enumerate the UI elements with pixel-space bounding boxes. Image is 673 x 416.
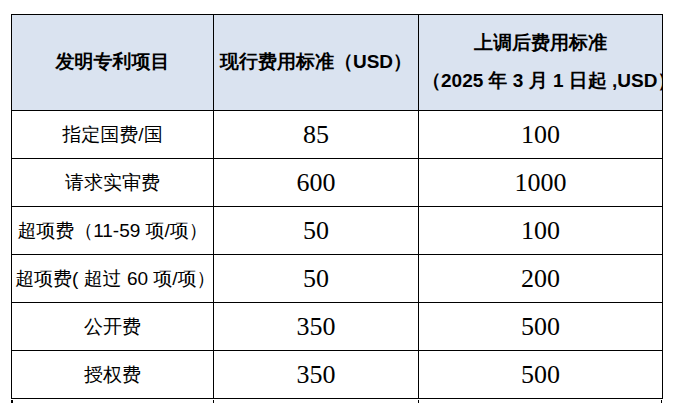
current-fee-cell: 50	[214, 207, 419, 255]
table-row: 超项费( 超过 60 项/项） 50 200	[12, 255, 663, 303]
current-fee-cell: 600	[214, 159, 419, 207]
current-fee-cell: 350	[214, 303, 419, 351]
header-cell-raised-fee: 上调后费用标准 （2025 年 3 月 1 日起 ,USD）	[419, 15, 663, 111]
header-cell-current-fee: 现行费用标准（USD）	[214, 15, 419, 111]
raised-fee-cell: 100	[419, 207, 663, 255]
table-row: 指定国费/国 85 100	[12, 111, 663, 159]
header-label-item: 发明专利项目	[56, 51, 170, 72]
table-row: 请求实审费 600 1000	[12, 159, 663, 207]
table-row: 授权费 350 500	[12, 351, 663, 399]
header-label-current-fee: 现行费用标准（USD）	[220, 51, 412, 72]
item-cell: 授权费	[12, 351, 214, 399]
table-header-row: 发明专利项目 现行费用标准（USD） 上调后费用标准 （2025 年 3 月 1…	[12, 15, 663, 111]
table-row: 超项费（11-59 项/项） 50 100	[12, 207, 663, 255]
raised-fee-cell: 500	[419, 351, 663, 399]
header-cell-item: 发明专利项目	[12, 15, 214, 111]
header-label-raised-fee-line2: （2025 年 3 月 1 日起 ,USD）	[422, 70, 659, 93]
column-border-stub	[11, 400, 13, 403]
column-border-stub	[213, 400, 215, 403]
header-label-raised-fee-line1: 上调后费用标准	[422, 32, 659, 55]
raised-fee-cell: 500	[419, 303, 663, 351]
column-border-stub	[418, 400, 420, 403]
document-page: 发明专利项目 现行费用标准（USD） 上调后费用标准 （2025 年 3 月 1…	[0, 0, 673, 416]
table-row: 公开费 350 500	[12, 303, 663, 351]
item-cell: 指定国费/国	[12, 111, 214, 159]
current-fee-cell: 50	[214, 255, 419, 303]
current-fee-cell: 85	[214, 111, 419, 159]
item-cell: 公开费	[12, 303, 214, 351]
raised-fee-cell: 200	[419, 255, 663, 303]
column-border-stub	[661, 400, 663, 403]
patent-fee-table: 发明专利项目 现行费用标准（USD） 上调后费用标准 （2025 年 3 月 1…	[11, 14, 663, 399]
raised-fee-cell: 100	[419, 111, 663, 159]
item-cell: 超项费( 超过 60 项/项）	[12, 255, 214, 303]
item-cell: 超项费（11-59 项/项）	[12, 207, 214, 255]
item-cell: 请求实审费	[12, 159, 214, 207]
current-fee-cell: 350	[214, 351, 419, 399]
raised-fee-cell: 1000	[419, 159, 663, 207]
